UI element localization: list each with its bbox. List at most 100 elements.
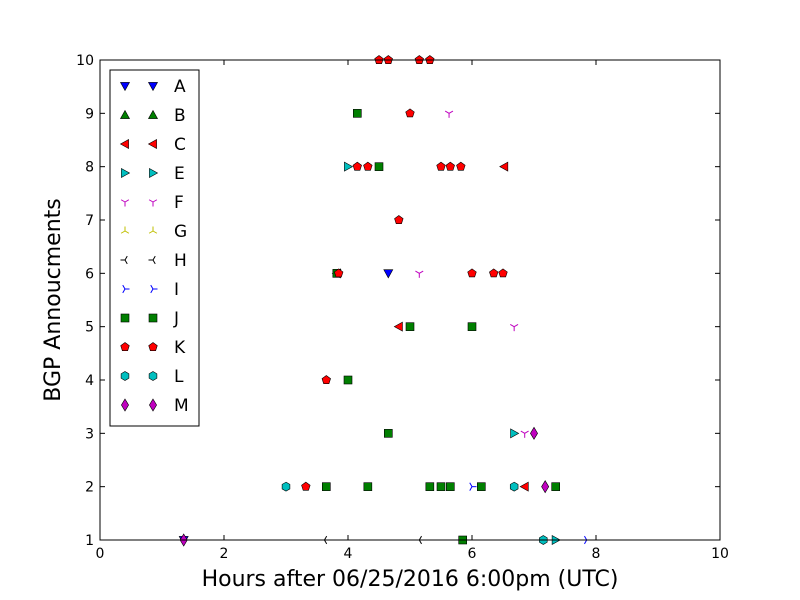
point-C [519, 481, 529, 492]
y-tick-label: 7 [85, 213, 94, 229]
legend-entry-K: K [120, 338, 186, 358]
point-C [499, 161, 509, 172]
legend-entry-L: L [120, 367, 184, 387]
point-M [530, 426, 538, 440]
point-J [476, 482, 486, 491]
legend-marker [119, 109, 131, 119]
legend-marker [120, 313, 130, 323]
point-J [405, 322, 415, 331]
legend-marker [148, 226, 158, 234]
legend-label: E [174, 164, 185, 184]
legend-label: I [174, 280, 179, 300]
legend-label: M [174, 396, 189, 416]
legend-marker [121, 167, 131, 179]
legend-marker [122, 284, 130, 294]
legend-marker [147, 109, 159, 119]
legend-label: H [174, 251, 187, 271]
legend-marker [148, 199, 158, 207]
legend-label: C [174, 135, 186, 155]
point-K [394, 215, 404, 224]
y-tick-label: 10 [76, 53, 94, 69]
point-J [445, 482, 455, 491]
point-F [444, 110, 454, 118]
point-K [334, 268, 344, 278]
point-J [343, 375, 353, 385]
legend-label: A [174, 77, 186, 97]
y-tick-label: 5 [85, 320, 94, 336]
legend-label: L [174, 367, 184, 387]
legend-marker [148, 313, 158, 323]
point-J [363, 482, 373, 491]
point-K [489, 268, 499, 278]
x-tick-label: 8 [592, 546, 601, 562]
legend-label: J [173, 309, 179, 329]
data-marks [178, 55, 592, 547]
legend-marker [147, 138, 157, 150]
legend-marker [120, 342, 130, 351]
legend-entry-M: M [121, 396, 189, 416]
legend-marker [148, 255, 156, 265]
point-K [352, 161, 362, 171]
legend-entry-B: B [119, 106, 186, 126]
plot-frame [99, 59, 721, 541]
legend-entry-J: J [120, 309, 179, 329]
point-J [551, 482, 561, 491]
x-tick-label: 0 [96, 546, 105, 562]
legend-marker [147, 82, 159, 92]
point-K [363, 161, 373, 171]
point-K [498, 268, 508, 278]
legend-entry-C: C [119, 135, 186, 155]
legend-entry-A: A [119, 77, 186, 97]
legend-marker [150, 284, 158, 294]
point-J [383, 429, 393, 438]
legend-entry-I: I [122, 280, 179, 300]
legend-label: K [174, 338, 186, 358]
x-axis-title: Hours after 06/25/2016 6:00pm (UTC) [202, 567, 619, 592]
y-tick-label: 1 [85, 533, 94, 549]
legend-label: F [174, 193, 184, 213]
legend-marker [119, 82, 131, 92]
point-F [415, 270, 424, 278]
y-axis-title: BGP Annoucments [41, 198, 66, 401]
x-tick-label: 2 [220, 546, 229, 562]
legend-marker [149, 167, 159, 179]
point-E [510, 428, 520, 439]
point-J [374, 162, 384, 171]
point-E [344, 161, 354, 172]
point-F [510, 323, 519, 332]
legend-marker [149, 398, 157, 412]
point-K [445, 161, 455, 171]
legend-label: B [174, 106, 186, 126]
point-J [436, 482, 446, 491]
point-F [520, 430, 529, 438]
point-L [281, 481, 291, 492]
y-tick-label: 8 [85, 160, 94, 176]
legend-box [109, 69, 200, 427]
y-tick-label: 3 [85, 426, 94, 442]
y-tick-label: 2 [85, 480, 94, 496]
legend-marker [120, 199, 130, 207]
point-J [467, 322, 477, 331]
legend-marker [120, 226, 130, 234]
legend-entry-G: G [120, 222, 187, 242]
legend-marker [120, 371, 130, 381]
point-J [352, 109, 362, 118]
point-M [541, 480, 550, 494]
legend-marker [148, 371, 158, 381]
point-K [301, 481, 311, 491]
legend-label: G [174, 222, 187, 242]
x-tick-label: 6 [468, 546, 477, 562]
point-K [321, 375, 331, 384]
point-K [436, 161, 446, 171]
point-K [467, 268, 477, 278]
point-I [469, 482, 477, 491]
legend-marker [148, 342, 158, 351]
point-A [383, 269, 394, 279]
y-tick-label: 9 [85, 106, 94, 122]
point-K [405, 108, 415, 118]
y-tick-label: 6 [85, 266, 94, 282]
legend-entry-H: H [120, 251, 187, 271]
